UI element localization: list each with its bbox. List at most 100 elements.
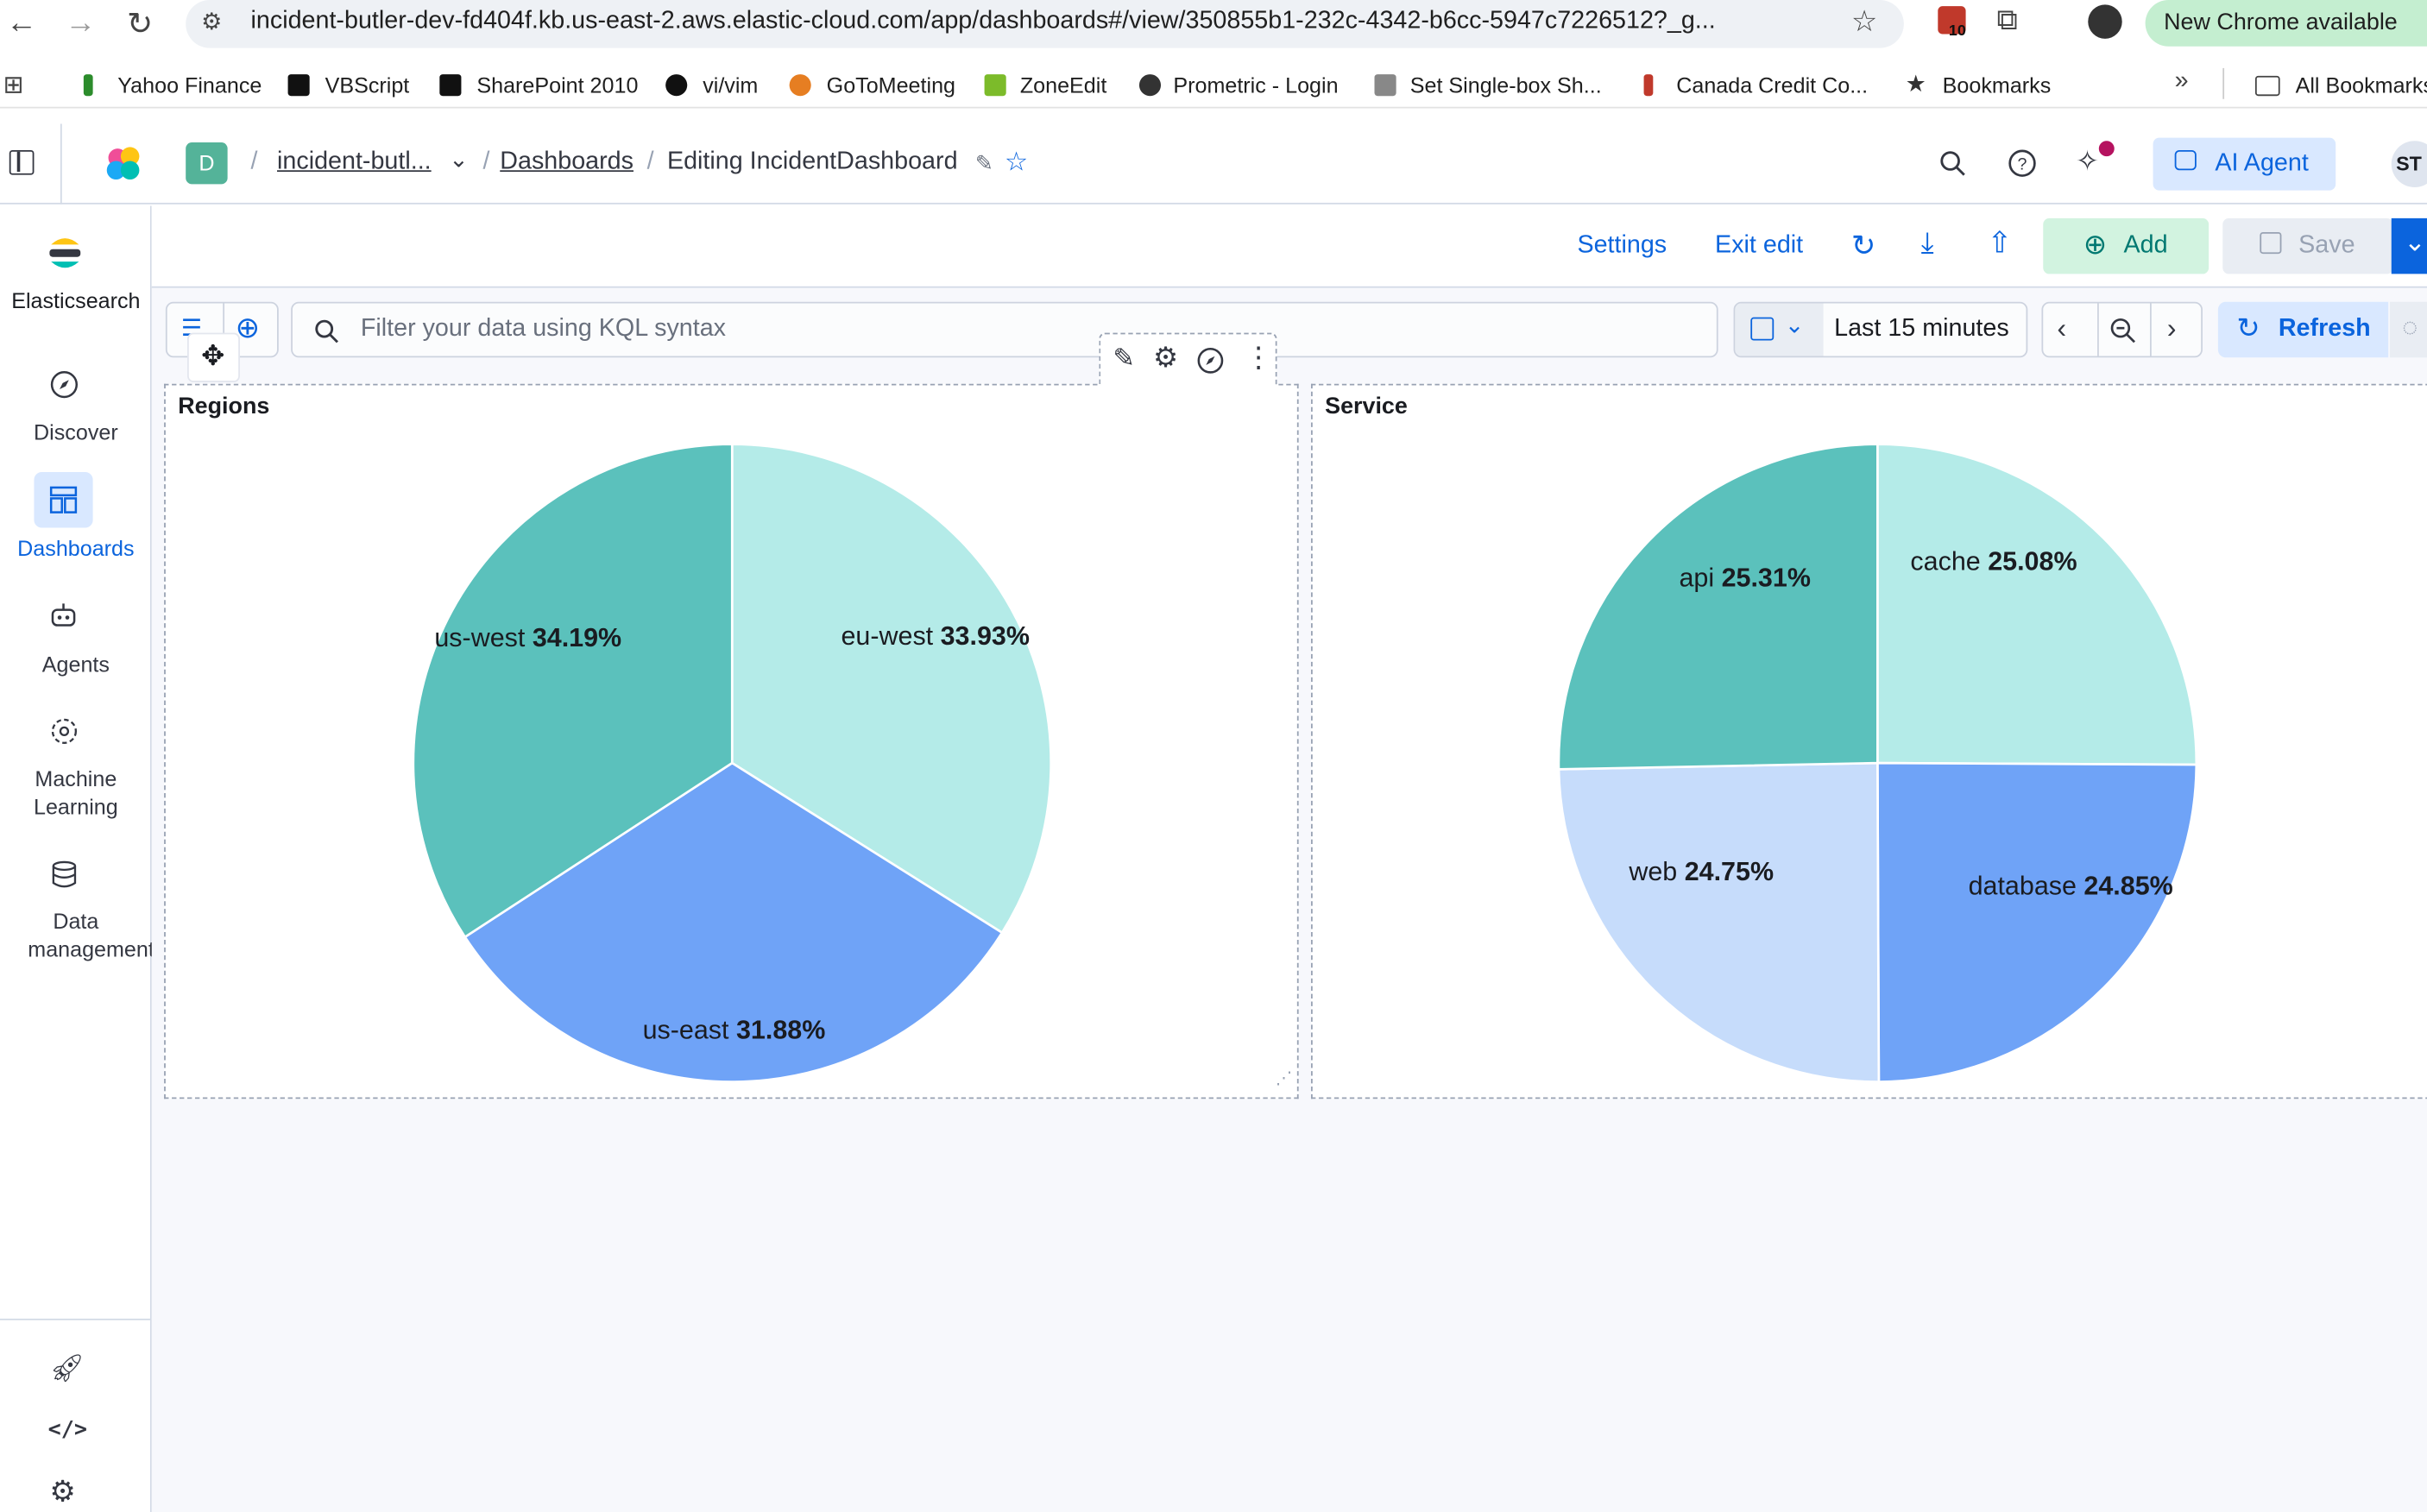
settings-link[interactable]: Settings <box>1577 232 1667 259</box>
save-label: Save <box>2298 232 2355 259</box>
bookmark-item[interactable]: GoToMeeting <box>826 72 956 98</box>
chevron-right-icon[interactable]: › <box>2166 312 2177 344</box>
reload-icon[interactable]: ↻ <box>127 7 154 42</box>
pie-label-value: 31.88% <box>736 1015 825 1044</box>
bookmark-item[interactable]: Set Single-box Sh... <box>1409 72 1602 98</box>
breadcrumb-deployment[interactable]: incident-butl... <box>277 148 432 175</box>
chevron-down-icon: ⌄ <box>2404 227 2426 257</box>
pie-slice-us-west[interactable] <box>412 443 734 939</box>
nav-brand[interactable]: Elasticsearch <box>11 287 141 313</box>
star-icon[interactable]: ☆ <box>1850 6 1878 39</box>
nav-item-discover[interactable]: Discover <box>34 419 118 444</box>
add-label: Add <box>2123 232 2168 259</box>
pie-slice-api[interactable] <box>1557 443 1879 771</box>
bookmark-icon <box>984 74 1006 97</box>
bookmark-item[interactable]: Canada Credit Co... <box>1676 72 1869 98</box>
machine-learning-icon[interactable] <box>49 716 79 746</box>
nav-item-agents[interactable]: Agents <box>41 652 110 677</box>
svg-text:?: ? <box>2018 154 2027 173</box>
bookmark-item[interactable]: Prometric - Login <box>1173 72 1339 98</box>
pie-slice-cache[interactable] <box>1876 443 2198 766</box>
auto-refresh-button[interactable]: ◌ <box>2389 301 2427 358</box>
bookmarks-bar: ⊞ Yahoo Finance VBScript SharePoint 2010… <box>0 62 2427 109</box>
gear-icon[interactable]: ⚙ <box>49 1476 76 1509</box>
save-button[interactable]: Save <box>2222 217 2393 274</box>
calendar-icon <box>1750 317 1775 341</box>
search-input[interactable]: Filter your data using KQL syntax <box>291 301 1718 358</box>
news-icon[interactable]: ✧ <box>2075 145 2099 177</box>
chevron-left-icon[interactable]: ‹ <box>2057 312 2067 344</box>
profile-avatar[interactable] <box>2088 4 2122 39</box>
nav-item-dashboards-bg[interactable] <box>34 471 93 528</box>
refresh-button[interactable]: ↻ Refresh <box>2217 301 2389 358</box>
compass-icon[interactable] <box>49 370 79 400</box>
share-icon[interactable]: ⇧ <box>1987 227 2013 261</box>
pencil-icon[interactable]: ✎ <box>1113 343 1135 374</box>
side-nav: Elasticsearch Discover Dashboards Agents… <box>0 205 154 1512</box>
bookmark-item[interactable]: Yahoo Finance <box>117 72 262 98</box>
resize-handle-icon[interactable]: ⋰ <box>1275 1069 1293 1088</box>
all-bookmarks[interactable]: All Bookmarks <box>2295 72 2427 98</box>
site-settings-icon[interactable]: ⚙ <box>201 9 223 36</box>
pencil-icon[interactable]: ✎ <box>974 149 993 175</box>
more-icon[interactable]: ⋮ <box>1244 342 1273 374</box>
back-icon[interactable]: ← <box>6 6 38 41</box>
download-icon[interactable]: ⤓ <box>1920 227 1934 261</box>
chevron-down-icon: ⌄ <box>1784 312 1805 339</box>
star-icon[interactable]: ☆ <box>1004 147 1029 177</box>
bookmark-item[interactable]: VBScript <box>325 72 410 98</box>
bookmark-item[interactable]: ZoneEdit <box>1019 72 1107 98</box>
pie-label-value: 25.08% <box>1988 547 2077 576</box>
dashboard-toolbar: Settings Exit edit ↻ ⤓ ⇧ ⊕ Add Save ⌄ <box>151 205 2427 288</box>
collapse-nav-icon[interactable] <box>9 149 35 175</box>
bookmark-item[interactable]: SharePoint 2010 <box>476 72 639 98</box>
database-icon[interactable] <box>51 860 77 888</box>
drag-handle[interactable]: ✥ <box>186 332 240 382</box>
breadcrumb-separator: / <box>250 148 258 175</box>
bookmark-item[interactable]: vi/vim <box>703 72 759 98</box>
pie-slice-eu-west[interactable] <box>730 443 1053 935</box>
extension-icon[interactable] <box>1938 6 1966 35</box>
forward-icon[interactable]: → <box>65 6 97 41</box>
dev-tools-icon[interactable]: </> <box>47 1417 87 1443</box>
pie-label-cache: cache 25.08% <box>1910 547 2077 576</box>
space-letter: D <box>199 149 215 175</box>
ai-agent-button[interactable]: AI Agent <box>2153 137 2336 191</box>
breadcrumb-separator: / <box>646 148 654 175</box>
space-avatar[interactable]: D <box>186 142 228 185</box>
reset-icon[interactable]: ↻ <box>1850 230 1876 263</box>
extensions-icon[interactable]: ⧉ <box>1996 4 2018 38</box>
save-options-button[interactable]: ⌄ <box>2391 217 2427 274</box>
time-picker[interactable]: ⌄ Last 15 minutes <box>1733 301 2028 358</box>
compass-icon[interactable] <box>1196 347 1224 375</box>
browser-toolbar: ← → ↻ ⚙ ☆ incident-butler-dev-fd404f.kb.… <box>0 0 2427 50</box>
pie-slice-web[interactable] <box>1557 761 1881 1083</box>
avatar[interactable]: ST <box>2391 141 2427 187</box>
nav-item-dashboards[interactable]: Dashboards <box>17 535 135 561</box>
panel-hover-actions: ✎ ⚙ ⋮ <box>1099 332 1277 386</box>
panel-title: Service <box>1325 393 1408 420</box>
update-chip[interactable]: New Chrome available <box>2145 0 2427 47</box>
zoom-out-icon[interactable] <box>2109 318 2136 343</box>
exit-edit-link[interactable]: Exit edit <box>1715 232 1804 259</box>
pie-slice-database[interactable] <box>1876 761 2198 1083</box>
nav-item-data-management[interactable]: Data management <box>28 908 154 961</box>
move-icon: ✥ <box>201 340 225 372</box>
elastic-logo-icon[interactable] <box>102 142 145 186</box>
search-icon[interactable] <box>1939 150 1967 178</box>
bookmark-item[interactable]: Bookmarks <box>1942 72 2052 98</box>
robot-icon[interactable] <box>49 602 77 628</box>
breadcrumb-dashboards[interactable]: Dashboards <box>500 148 634 175</box>
chevron-down-icon[interactable]: ⌄ <box>449 147 469 173</box>
add-button[interactable]: ⊕ Add <box>2043 217 2210 274</box>
address-bar[interactable]: ⚙ ☆ <box>186 0 1904 48</box>
apps-icon[interactable]: ⊞ <box>3 72 24 99</box>
pie-slice-us-east[interactable] <box>463 761 1004 1083</box>
chevron-double-right-icon[interactable]: » <box>2174 67 2189 95</box>
nav-item-machine-learning[interactable]: Machine Learning <box>34 765 118 819</box>
help-icon[interactable]: ? <box>2008 148 2037 178</box>
gear-icon[interactable]: ⚙ <box>1153 342 1179 374</box>
rocket-icon[interactable]: 🚀︎ <box>49 1352 85 1384</box>
pie-label-value: 24.85% <box>2083 871 2172 900</box>
quick-menu-button[interactable]: ⌄ <box>1735 303 1824 356</box>
